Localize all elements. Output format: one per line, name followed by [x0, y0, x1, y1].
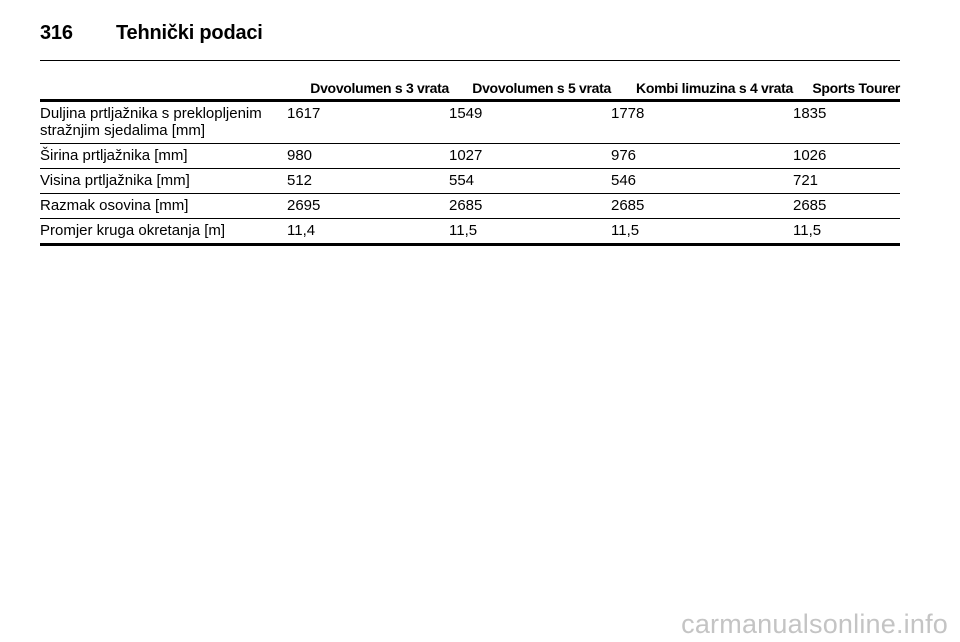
- table-cell: 976: [611, 143, 793, 169]
- page-number: 316: [40, 21, 73, 44]
- table-cell: 512: [287, 168, 449, 194]
- row-label: Razmak osovina [mm]: [40, 193, 287, 219]
- table-cell: 11,5: [449, 218, 611, 246]
- table-row: Visina prtljažnika [mm] 512 554 546 721: [40, 168, 900, 194]
- row-label: Širina prtljažnika [mm]: [40, 143, 287, 169]
- table-cell: 1617: [287, 100, 449, 144]
- column-header: Dvovolumen s 3 vrata: [287, 78, 449, 102]
- row-label-line: stražnjim sjedalima [mm]: [40, 122, 206, 139]
- table-cell: 1778: [611, 100, 793, 144]
- watermark: carmanualsonline.info: [681, 609, 948, 639]
- table-cell: 11,5: [611, 218, 793, 246]
- table-cell: 1835: [793, 100, 900, 144]
- table-cell: 2685: [611, 193, 793, 219]
- table-cell: 721: [793, 168, 900, 194]
- table-cell: 1549: [449, 100, 611, 144]
- table-row: Razmak osovina [mm] 2695 2685 2685 2685: [40, 193, 900, 219]
- table-cell: 1027: [449, 143, 611, 169]
- section-title: Tehnički podaci: [116, 21, 263, 44]
- table-header-row: Dvovolumen s 3 vrata Dvovolumen s 5 vrat…: [40, 78, 900, 102]
- table-cell: 1026: [793, 143, 900, 169]
- header-divider: [40, 60, 900, 61]
- row-label: Promjer kruga okretanja [m]: [40, 218, 287, 246]
- row-label: Duljina prtljažnika s preklopljenim stra…: [40, 100, 287, 144]
- column-header: Dvovolumen s 5 vrata: [449, 78, 611, 102]
- table-cell: 2695: [287, 193, 449, 219]
- page-header: 316 Tehnički podaci: [40, 20, 263, 46]
- table-row: Širina prtljažnika [mm] 980 1027 976 102…: [40, 143, 900, 169]
- table-row: Duljina prtljažnika s preklopljenim stra…: [40, 100, 900, 144]
- table-cell: 2685: [449, 193, 611, 219]
- column-header-label: [40, 78, 287, 102]
- row-label: Visina prtljažnika [mm]: [40, 168, 287, 194]
- table-cell: 11,5: [793, 218, 900, 246]
- table-row: Promjer kruga okretanja [m] 11,4 11,5 11…: [40, 218, 900, 246]
- table-cell: 980: [287, 143, 449, 169]
- table-cell: 554: [449, 168, 611, 194]
- table-cell: 11,4: [287, 218, 449, 246]
- specifications-table: Dvovolumen s 3 vrata Dvovolumen s 5 vrat…: [40, 78, 900, 246]
- table-cell: 2685: [793, 193, 900, 219]
- column-header: Sports Tourer: [793, 78, 900, 102]
- row-label-line: Duljina prtljažnika s preklopljenim: [40, 105, 262, 122]
- column-header: Kombi limuzina s 4 vrata: [611, 78, 793, 102]
- table-cell: 546: [611, 168, 793, 194]
